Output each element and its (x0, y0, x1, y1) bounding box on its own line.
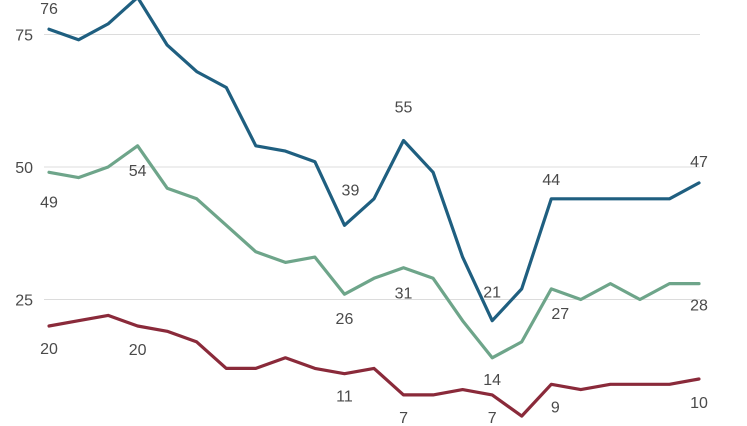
y-tick-label: 25 (15, 293, 33, 310)
data-label-series-1: 55 (395, 100, 413, 117)
data-label-series-3: 7 (488, 410, 497, 426)
data-label-series-1: 76 (40, 1, 58, 18)
data-label-series-2: 27 (551, 306, 569, 323)
data-labels: 76 39 55 21 44 47 49 54 26 31 14 27 28 20 20 11 7 7 9 10 (40, 1, 708, 426)
data-label-series-3: 20 (40, 341, 58, 358)
y-tick-label: 50 (15, 160, 33, 177)
data-label-series-2: 54 (129, 163, 147, 180)
y-tick-label: 75 (15, 28, 33, 45)
series-line-3 (47, 313, 701, 418)
data-label-series-2: 26 (336, 311, 354, 328)
data-label-series-1: 44 (542, 172, 560, 189)
series-line-1 (47, 0, 701, 323)
data-label-series-2: 14 (483, 372, 501, 389)
data-label-series-3: 7 (399, 410, 408, 426)
data-label-series-3: 9 (551, 399, 560, 416)
data-label-series-2: 49 (40, 194, 58, 211)
data-label-series-3: 11 (336, 389, 353, 406)
series-lines (47, 0, 701, 418)
data-label-series-1: 47 (690, 154, 708, 171)
data-label-series-3: 20 (129, 342, 147, 359)
data-label-series-3: 10 (690, 395, 708, 412)
data-label-series-1: 39 (342, 182, 360, 199)
series-line-2 (47, 144, 701, 360)
data-label-series-2: 31 (395, 286, 413, 303)
data-label-series-2: 28 (690, 298, 708, 315)
data-label-series-1: 21 (483, 285, 501, 302)
y-axis-ticks: 0255075 (15, 28, 33, 426)
